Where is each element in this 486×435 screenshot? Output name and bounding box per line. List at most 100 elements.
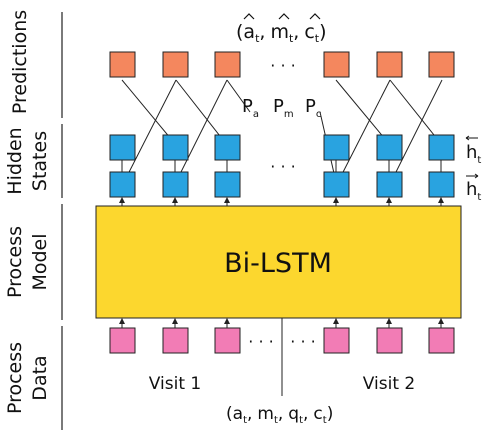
conn-5 (226, 79, 251, 113)
prediction-node (109, 51, 136, 78)
forward-arrow-icon (466, 173, 479, 179)
hat-c (309, 13, 321, 20)
tuple-sub-a: t (255, 32, 260, 45)
data-node (162, 327, 189, 354)
h-backward-sub: t (477, 155, 481, 166)
in-open: ( (226, 404, 233, 424)
label-hidden: Hidden (4, 127, 26, 194)
in-sep-2: , (278, 404, 283, 424)
tuple-c: c (304, 21, 314, 43)
hidden-node (323, 134, 350, 161)
data-row (109, 327, 455, 354)
data-ellipsis-left: · · · (248, 332, 273, 351)
tuple-open: ( (236, 21, 243, 43)
hidden-node (428, 171, 455, 198)
data-node (323, 327, 350, 354)
in-sub-a: t (243, 415, 247, 426)
prediction-node (162, 51, 189, 78)
label-process-data-2: Data (29, 355, 51, 400)
hidden-links (121, 160, 442, 172)
label-process-model-2: Model (29, 233, 51, 290)
in-c: c (313, 404, 322, 424)
prob-a-sub: a (253, 109, 259, 120)
prediction-ellipsis: · · · (270, 56, 295, 75)
hidden-backward-row (109, 134, 455, 161)
prediction-node (376, 51, 403, 78)
in-sep-3: , (303, 404, 308, 424)
conn-10 (390, 79, 443, 183)
hidden-node (109, 134, 136, 161)
prob-label-c: Pc (305, 96, 321, 120)
hidden-node (214, 134, 241, 161)
visit-2-label: Visit 2 (363, 374, 415, 394)
label-states: States (29, 131, 51, 191)
tuple-sub-c: t (315, 32, 320, 45)
row-labels: Predictions Hidden States Process Model … (4, 10, 51, 414)
prob-m-sub: m (284, 109, 294, 120)
prediction-row (109, 51, 455, 78)
backward-arrow-icon (465, 135, 478, 141)
h-forward-main: h (466, 179, 477, 200)
h-forward-label: ht (466, 179, 481, 203)
prob-c-main: P (305, 96, 316, 117)
in-q: q (288, 404, 299, 424)
data-node (214, 327, 241, 354)
data-node (109, 327, 136, 354)
hidden-node (376, 171, 403, 198)
prediction-node (323, 51, 350, 78)
prediction-node (428, 51, 455, 78)
conn-1 (121, 79, 177, 146)
hidden-ellipsis: · · · (270, 157, 295, 176)
prediction-node (214, 51, 241, 78)
data-to-model-arrows (119, 318, 444, 328)
conn-9 (389, 79, 443, 146)
tuple-m: m (270, 21, 289, 43)
in-sub-c: t (323, 415, 327, 426)
data-node (376, 327, 403, 354)
model-to-hidden-arrows (119, 197, 444, 206)
input-tuple: (at, mt, qt, ct) (226, 404, 333, 426)
hidden-node (109, 171, 136, 198)
visit-1-label: Visit 1 (149, 374, 201, 394)
in-sep-1: , (247, 404, 252, 424)
in-close: ) (327, 404, 334, 424)
hat-marks (243, 13, 321, 20)
in-m: m (257, 404, 274, 424)
h-backward-main: h (466, 142, 477, 163)
hidden-direction-labels: ht ht (465, 135, 481, 203)
conn-4 (175, 79, 228, 183)
prob-label-m: Pm (273, 96, 294, 120)
tuple-a: a (243, 21, 255, 43)
in-a: a (233, 404, 243, 424)
prob-c-sub: c (316, 109, 322, 120)
in-sub-q: t (299, 415, 303, 426)
conn-3 (175, 79, 228, 146)
tuple-sep-1: , (259, 21, 265, 43)
hat-m (278, 13, 290, 20)
prediction-tuple: (at, mt, ct) (236, 21, 327, 45)
bi-lstm-label: Bi-LSTM (224, 248, 332, 279)
data-node (428, 327, 455, 354)
hidden-node (162, 171, 189, 198)
label-process-model-1: Process (4, 226, 26, 298)
prediction-connections (121, 79, 443, 183)
h-backward-label: ht (466, 142, 481, 166)
hidden-node (428, 134, 455, 161)
label-predictions: Predictions (9, 10, 31, 114)
prob-a-main: P (242, 96, 253, 117)
label-process-data-1: Process (4, 342, 26, 414)
h-forward-sub: t (477, 192, 481, 203)
hidden-node (214, 171, 241, 198)
prob-label-a: Pa (242, 96, 259, 120)
tuple-sub-m: t (289, 32, 294, 45)
hidden-node (376, 134, 403, 161)
hidden-node (323, 171, 350, 198)
tuple-close: ) (319, 21, 326, 43)
hidden-node (162, 134, 189, 161)
probability-labels: Pa Pm Pc (242, 96, 321, 120)
conn-2 (123, 79, 177, 183)
prob-m-main: P (273, 96, 284, 117)
data-ellipsis-right: · · · (290, 332, 315, 351)
